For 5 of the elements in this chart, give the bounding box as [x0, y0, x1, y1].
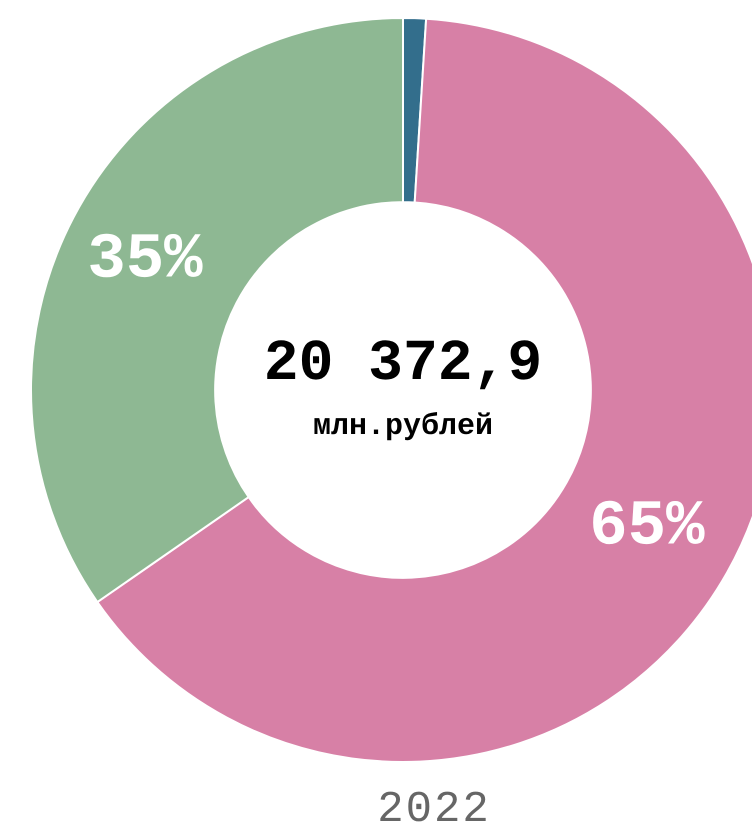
data-label: 35%	[87, 224, 204, 296]
data-label: 65%	[589, 492, 706, 564]
text: млн.рублей	[312, 410, 494, 444]
text: 2022	[376, 785, 492, 833]
text: 20 372,9	[262, 332, 544, 397]
